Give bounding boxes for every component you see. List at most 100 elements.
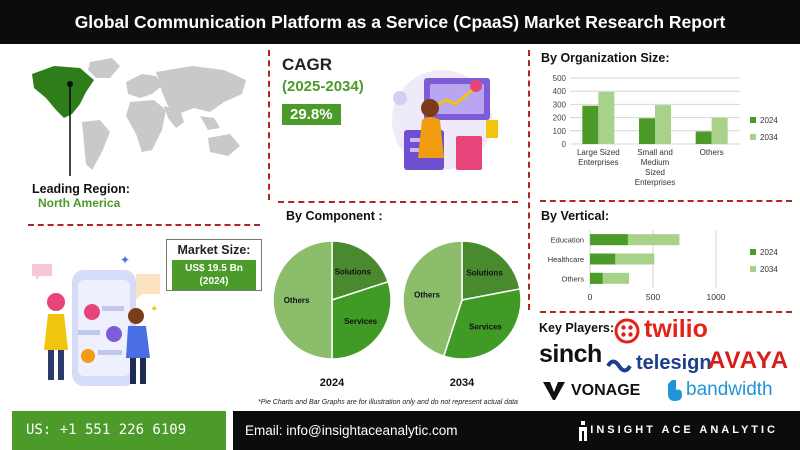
bar-2024	[582, 105, 599, 144]
legend-swatch	[750, 249, 756, 255]
leading-region-value: North America	[38, 196, 121, 210]
legend-label: 2034	[760, 265, 778, 274]
contact-bar: Email: info@insightaceanalytic.com INSIG…	[233, 411, 800, 450]
cagr-value: 29.8%	[282, 104, 341, 125]
pie-slice-others	[272, 240, 333, 360]
divider	[268, 50, 270, 200]
slice-label: Services	[344, 317, 377, 326]
bar-2034	[655, 105, 671, 144]
x-tick-label: 1000	[707, 292, 726, 302]
pie-slice-services	[331, 280, 392, 360]
svg-text:✦: ✦	[120, 253, 130, 267]
bar-2024	[590, 272, 603, 284]
sinch-logo: sinch	[539, 340, 602, 368]
bar-2034	[590, 272, 630, 284]
y-tick-label: 0	[562, 140, 567, 149]
legend-label: 2024	[760, 248, 778, 257]
report-title: Global Communication Platform as a Servi…	[0, 0, 800, 44]
bar-2024	[695, 131, 712, 144]
pie-year-label: 2034	[450, 377, 475, 389]
bandwidth-name: bandwidth	[686, 379, 773, 400]
bar-2024	[639, 118, 655, 144]
pie-year-label: 2024	[320, 377, 345, 389]
y-tick-label: 500	[553, 74, 567, 83]
x-tick-label: 500	[646, 292, 660, 302]
slice-label: Others	[284, 296, 310, 305]
phone-number: US: +1 551 226 6109	[26, 422, 187, 438]
divider	[540, 200, 792, 202]
y-tick-label: 200	[553, 114, 567, 123]
market-size-box: Market Size: US$ 19.5 Bn (2024)	[166, 239, 262, 291]
pie-slice-solutions	[331, 240, 390, 302]
component-chart-title: By Component :	[286, 209, 383, 223]
pie-slice-others	[402, 240, 463, 358]
x-tick-label: Others	[700, 148, 724, 157]
component-pie-charts: Solutions Services Others 2024 Solutions Serv…	[272, 240, 522, 389]
market-size-year: (2024)	[199, 276, 229, 287]
legend-swatch	[750, 134, 756, 140]
org-size-chart-title: By Organization Size:	[541, 51, 670, 65]
bar-2034	[590, 253, 655, 265]
pie-slice-services	[442, 288, 522, 360]
legend-swatch	[750, 117, 756, 123]
cagr-label: CAGR	[282, 55, 333, 74]
divider	[540, 311, 792, 313]
market-size-value: US$ 19.5 Bn (2024)	[172, 260, 256, 290]
divider	[28, 224, 260, 226]
svg-text:✦: ✦	[150, 304, 158, 315]
world-map	[32, 58, 246, 176]
y-tick-label: 400	[553, 87, 567, 96]
growth-illustration	[392, 70, 498, 170]
legend-swatch	[750, 266, 756, 272]
leading-region-label: Leading Region:	[32, 182, 130, 196]
slice-label: Others	[414, 290, 440, 299]
telesign-name: telesign	[636, 352, 712, 374]
brand-name: INSIGHT ACE ANALYTIC	[590, 424, 778, 436]
y-tick-label: 300	[553, 100, 567, 109]
bar-2034	[590, 234, 680, 246]
bar-2024	[590, 253, 616, 265]
north-america-highlight	[32, 66, 94, 118]
vonage-icon	[543, 382, 565, 400]
bar-2034	[711, 117, 728, 144]
slice-label: Solutions	[466, 269, 503, 278]
x-tick-label: Large Sized	[577, 148, 620, 157]
telesign-icon	[606, 359, 632, 373]
y-tick-label: Others	[561, 274, 584, 283]
cagr-period: (2025-2034)	[282, 78, 364, 95]
legend-label: 2024	[760, 116, 778, 125]
bar-2024	[590, 234, 628, 246]
twilio-name: twilio	[644, 315, 708, 343]
avaya-logo: AVAYA	[708, 347, 790, 374]
market-size-label: Market Size:	[177, 243, 251, 257]
y-tick-label: 100	[553, 127, 567, 136]
x-tick-label: Medium	[641, 158, 670, 167]
slice-label: Services	[469, 323, 502, 332]
x-tick-label: 0	[588, 292, 593, 302]
disclaimer-footnote: *Pie Charts and Bar Graphs are for illus…	[258, 399, 518, 406]
x-tick-label: Small and	[637, 148, 673, 157]
social-illustration: ✦ ✦	[32, 253, 160, 386]
x-tick-label: Sized	[645, 168, 665, 177]
divider	[278, 201, 518, 203]
vertical-chart-title: By Vertical:	[541, 209, 610, 223]
email-address: Email: info@insightaceanalytic.com	[245, 423, 458, 438]
legend-label: 2034	[760, 133, 778, 142]
vonage-name: VONAGE	[571, 382, 641, 399]
brand-logo-icon	[577, 421, 589, 446]
bar-2034	[598, 91, 615, 144]
divider	[528, 50, 530, 310]
x-tick-label: Enterprises	[635, 178, 675, 187]
phone-bar: US: +1 551 226 6109	[12, 411, 226, 450]
slice-label: Solutions	[335, 267, 372, 276]
key-players-title: Key Players:	[539, 321, 615, 335]
y-tick-label: Healthcare	[548, 255, 584, 264]
pie-slice-solutions	[461, 240, 521, 301]
twilio-icon	[614, 318, 640, 344]
x-tick-label: Enterprises	[578, 158, 618, 167]
vertical-bar-chart: 0 500 1000 Education Healthcare Others 2024 203…	[548, 230, 778, 302]
bandwidth-icon	[668, 380, 682, 401]
market-size-amount: US$ 19.5 Bn	[185, 263, 243, 274]
y-tick-label: Education	[551, 236, 584, 245]
